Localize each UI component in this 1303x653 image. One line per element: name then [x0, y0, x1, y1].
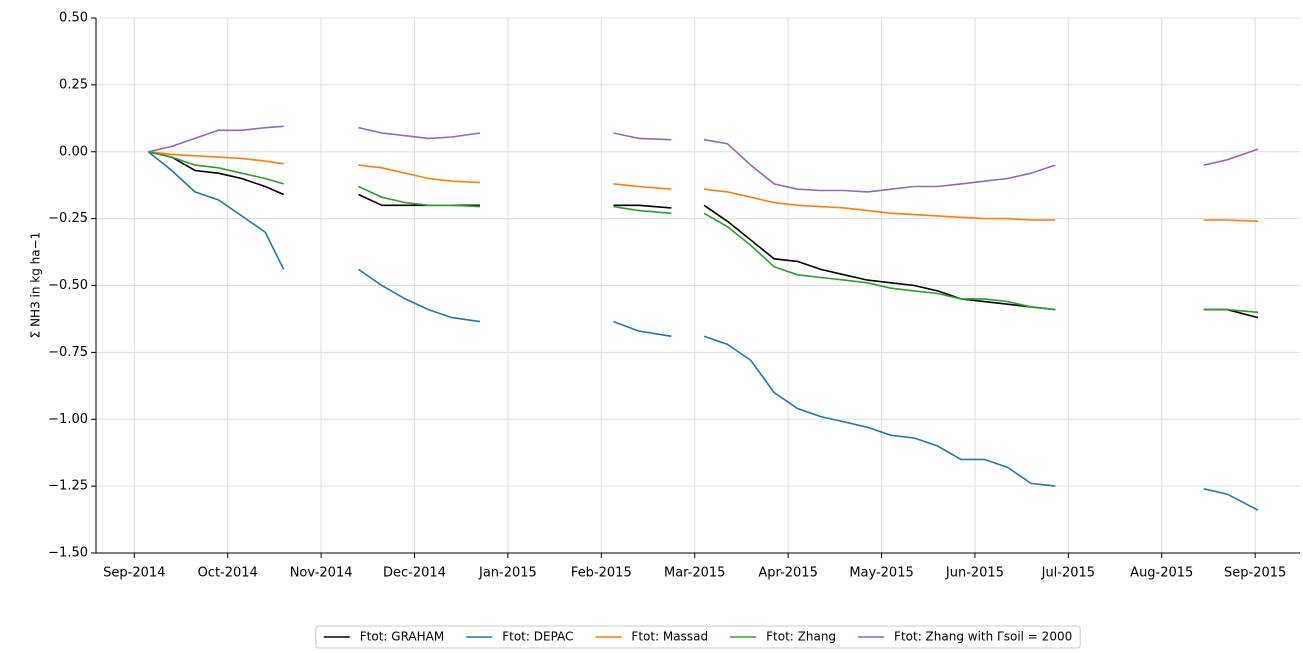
y-tick-label: 0.25: [59, 77, 88, 92]
legend-label: Ftot: Zhang with Γsoil = 2000: [894, 630, 1072, 644]
legend-label: Ftot: GRAHAM: [360, 630, 444, 644]
series-line: [148, 151, 1259, 223]
x-tick-label: Jul-2015: [1041, 566, 1095, 581]
legend-label: Ftot: Massad: [631, 630, 708, 644]
y-tick-label: −0.25: [48, 211, 88, 226]
y-tick-label: −0.75: [48, 345, 88, 360]
y-tick-label: 0.50: [59, 11, 88, 26]
x-tick-label: Sep-2014: [103, 566, 165, 581]
x-tick-label: Sep-2015: [1224, 566, 1286, 581]
legend-label: Ftot: Zhang: [766, 630, 836, 644]
legend-label: Ftot: DEPAC: [502, 630, 573, 644]
x-tick-label: Apr-2015: [758, 566, 817, 581]
x-tick-label: Nov-2014: [290, 566, 353, 581]
x-tick-label: Dec-2014: [383, 566, 446, 581]
x-tick-label: Oct-2014: [198, 566, 258, 581]
legend-frame: [315, 625, 1081, 649]
series-line: [148, 125, 1259, 193]
x-tick-label: Feb-2015: [571, 566, 632, 581]
x-tick-label: Jan-2015: [478, 566, 537, 581]
y-tick-label: −1.50: [48, 546, 88, 561]
y-axis-label: Σ NH3 in kg ha−1: [29, 232, 43, 339]
y-tick-label: −1.00: [48, 412, 88, 427]
series-line: [147, 151, 1259, 511]
series-line: [148, 151, 1259, 319]
y-tick-label: −0.50: [48, 278, 88, 293]
x-tick-label: Aug-2015: [1130, 566, 1193, 581]
x-tick-label: Jun-2015: [945, 566, 1004, 581]
series-line: [148, 151, 1259, 314]
y-tick-label: 0.00: [59, 144, 88, 159]
x-tick-label: May-2015: [849, 566, 913, 581]
y-tick-label: −1.25: [48, 479, 88, 494]
x-tick-label: Mar-2015: [664, 566, 725, 581]
